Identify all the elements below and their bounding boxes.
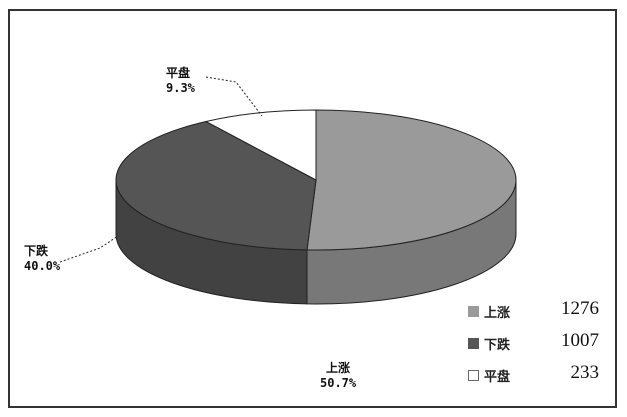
legend-swatch: [468, 370, 479, 381]
slice-top-0: [306, 109, 517, 251]
legend-item: 平盘 233: [468, 362, 603, 394]
slice-label-flat-percent: 9.3%: [166, 81, 195, 95]
legend-value: 233: [570, 362, 600, 383]
slice-label-down: 下跌 40.0%: [24, 244, 60, 274]
slice-label-flat-name: 平盘: [166, 66, 191, 80]
legend-item: 下跌 1007: [468, 330, 603, 362]
legend-value: 1276: [561, 298, 599, 319]
slice-label-down-percent: 40.0%: [24, 259, 61, 273]
legend-label: 平盘: [484, 370, 511, 385]
legend-label: 下跌: [484, 338, 511, 353]
leader-line-down: [59, 235, 119, 263]
leader-line-flat: [205, 76, 263, 117]
legend-swatch: [468, 306, 479, 317]
slice-label-up-name: 上涨: [326, 361, 351, 375]
legend: 上涨 1276 下跌 1007 平盘 233: [468, 298, 603, 394]
legend-item: 上涨 1276: [468, 298, 603, 330]
slice-top-2: [204, 109, 317, 181]
legend-swatch: [468, 338, 479, 349]
legend-value: 1007: [561, 330, 599, 351]
slice-label-down-name: 下跌: [24, 244, 49, 258]
slice-label-flat: 平盘 9.3%: [166, 66, 195, 96]
slice-label-up-percent: 50.7%: [320, 376, 357, 390]
legend-label: 上涨: [484, 306, 511, 321]
slice-label-up: 上涨 50.7%: [320, 361, 356, 391]
